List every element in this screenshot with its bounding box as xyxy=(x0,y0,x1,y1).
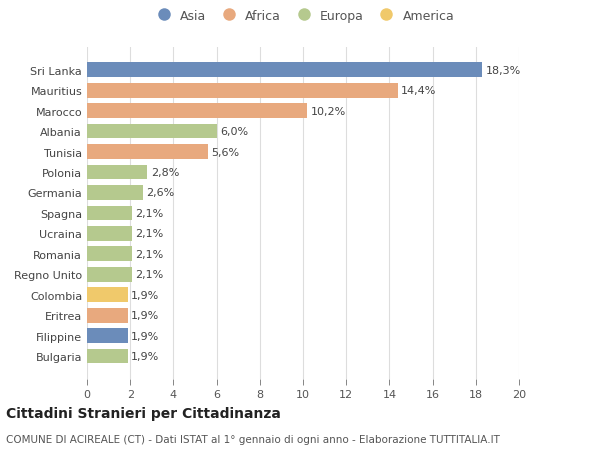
Text: 1,9%: 1,9% xyxy=(131,310,160,320)
Bar xyxy=(87,104,307,119)
Text: 2,1%: 2,1% xyxy=(136,208,164,218)
Bar xyxy=(87,329,128,343)
Text: 14,4%: 14,4% xyxy=(401,86,437,96)
Bar xyxy=(87,63,482,78)
Bar xyxy=(87,247,133,262)
Bar xyxy=(87,84,398,98)
Bar xyxy=(87,145,208,160)
Bar xyxy=(87,206,133,221)
Text: 5,6%: 5,6% xyxy=(211,147,239,157)
Text: 2,1%: 2,1% xyxy=(136,229,164,239)
Text: 1,9%: 1,9% xyxy=(131,290,160,300)
Text: 2,8%: 2,8% xyxy=(151,168,179,178)
Legend: Asia, Africa, Europa, America: Asia, Africa, Europa, America xyxy=(146,5,460,28)
Text: 6,0%: 6,0% xyxy=(220,127,248,137)
Bar xyxy=(87,165,148,180)
Text: 2,1%: 2,1% xyxy=(136,270,164,280)
Text: 18,3%: 18,3% xyxy=(485,66,521,76)
Bar xyxy=(87,267,133,282)
Text: 10,2%: 10,2% xyxy=(311,106,346,117)
Bar xyxy=(87,124,217,139)
Bar xyxy=(87,226,133,241)
Text: COMUNE DI ACIREALE (CT) - Dati ISTAT al 1° gennaio di ogni anno - Elaborazione T: COMUNE DI ACIREALE (CT) - Dati ISTAT al … xyxy=(6,434,500,444)
Text: 2,6%: 2,6% xyxy=(146,188,175,198)
Text: Cittadini Stranieri per Cittadinanza: Cittadini Stranieri per Cittadinanza xyxy=(6,406,281,420)
Text: 1,9%: 1,9% xyxy=(131,331,160,341)
Bar xyxy=(87,308,128,323)
Bar xyxy=(87,186,143,201)
Text: 2,1%: 2,1% xyxy=(136,249,164,259)
Text: 1,9%: 1,9% xyxy=(131,351,160,361)
Bar xyxy=(87,288,128,302)
Bar xyxy=(87,349,128,364)
